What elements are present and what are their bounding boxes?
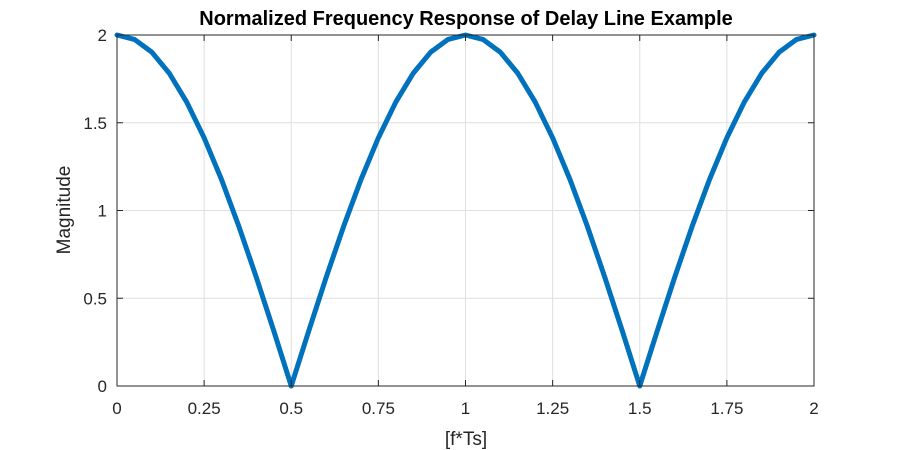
x-tick-label: 1.5: [628, 399, 652, 418]
x-tick-label: 0.75: [362, 399, 395, 418]
x-tick-label: 0.25: [188, 399, 221, 418]
x-tick-label: 1.75: [710, 399, 743, 418]
y-axis-label: Magnitude: [54, 166, 75, 255]
x-tick-label: 0.5: [279, 399, 303, 418]
y-tick-label: 1.5: [83, 114, 107, 133]
y-tick-label: 2: [98, 26, 107, 45]
y-tick-label: 0.5: [83, 289, 107, 308]
x-tick-label: 0: [112, 399, 121, 418]
x-tick-label: 2: [809, 399, 818, 418]
x-tick-label: 1: [461, 399, 470, 418]
y-tick-label: 1: [98, 202, 107, 221]
chart-title: Normalized Frequency Response of Delay L…: [199, 8, 733, 30]
y-tick-label: 0: [98, 377, 107, 396]
axis-ticks: 0 0.25 0.5 0.75 1 1.25 1.5 1.75 2 0 0.5 1 1.5 2: [83, 26, 818, 418]
x-axis-label: [f*Ts]: [445, 429, 487, 450]
x-tick-label: 1.25: [536, 399, 569, 418]
